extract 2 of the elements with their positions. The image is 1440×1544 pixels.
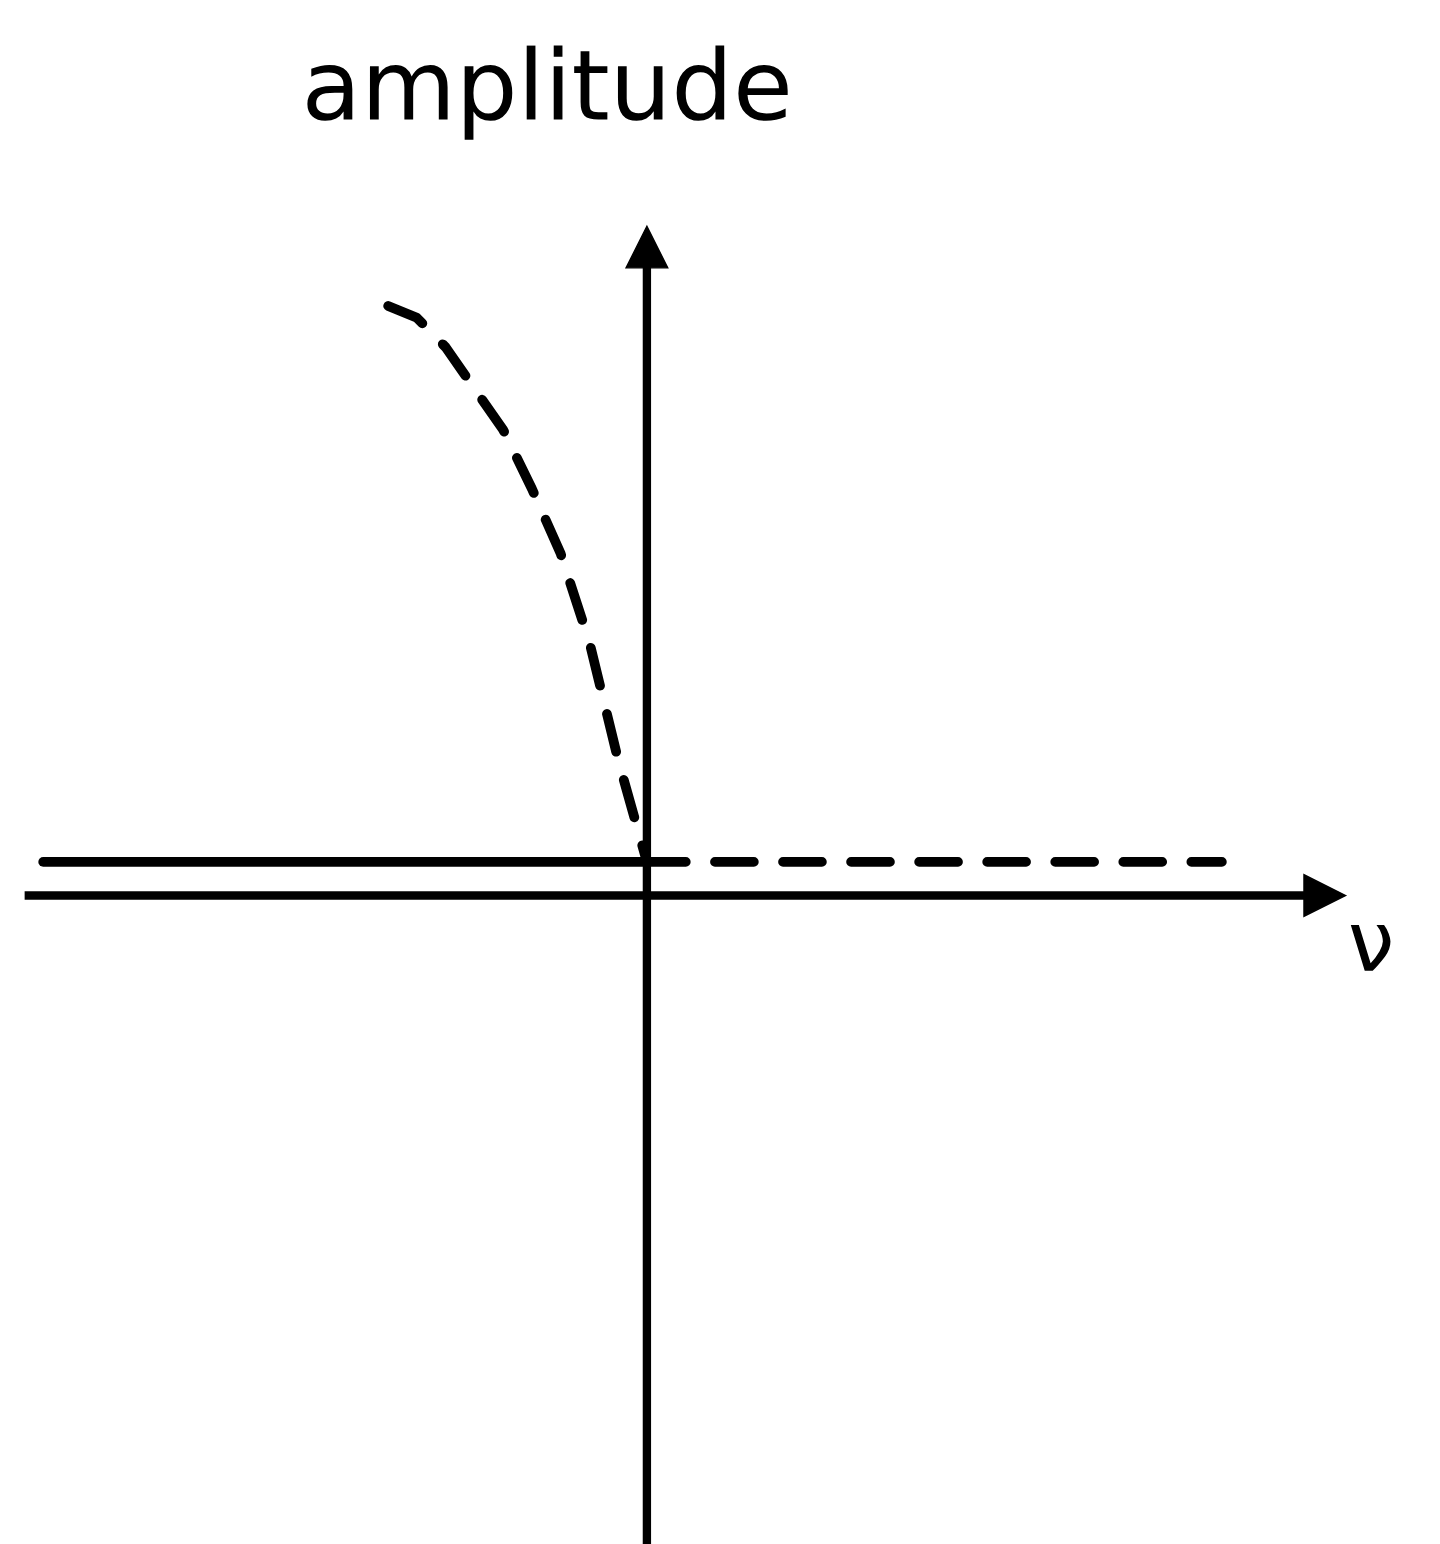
y-axis-title: amplitude <box>307 45 788 140</box>
x-axis-title: ν <box>1350 925 1391 971</box>
